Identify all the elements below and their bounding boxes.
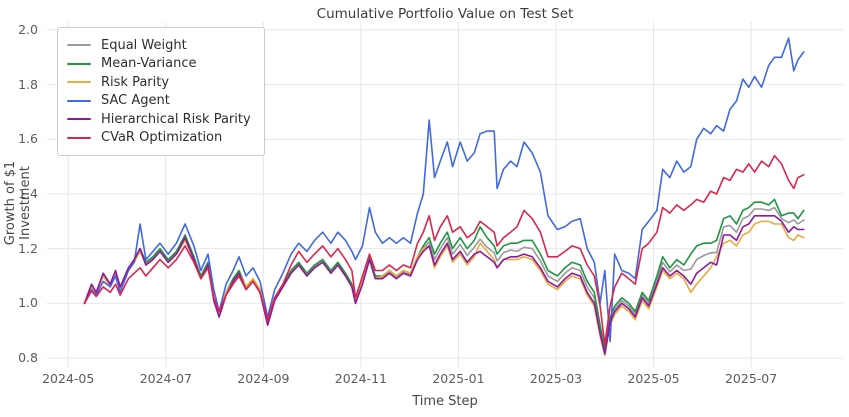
series-line-cvar-optimization: [83, 154, 805, 346]
legend-item-mean-variance: Mean-Variance: [67, 55, 251, 74]
x-tick-label: 2025-01: [432, 371, 485, 386]
x-tick-label: 2024-09: [237, 371, 290, 386]
legend-label: Hierarchical Risk Parity: [101, 111, 251, 127]
legend-line-swatch: [67, 44, 91, 47]
legend-item-hierarchical-risk-parity: Hierarchical Risk Parity: [67, 110, 251, 129]
series-line-equal-weight: [83, 206, 805, 352]
x-tick-label: 2024-05: [42, 371, 95, 386]
legend-item-sac-agent: SAC Agent: [67, 92, 251, 111]
y-tick-label: 1.0: [18, 295, 38, 311]
y-axis-label: Growth of $1 Investment: [3, 160, 33, 246]
y-tick-label: 1.4: [18, 185, 38, 201]
x-tick-label: 2024-07: [139, 371, 192, 386]
legend-label: Mean-Variance: [101, 56, 197, 72]
x-tick-label: 2025-03: [529, 371, 583, 386]
y-tick-label: 1.6: [18, 131, 38, 147]
y-tick-label: 1.8: [18, 76, 38, 92]
x-tick-label: 2025-07: [724, 371, 778, 386]
series-line-hierarchical-risk-parity: [83, 215, 805, 355]
y-tick-label: 1.2: [18, 240, 38, 256]
x-tick-label: 2025-05: [627, 371, 680, 386]
series-line-sac-agent: [83, 37, 805, 343]
legend-line-swatch: [67, 81, 91, 84]
legend-line-swatch: [67, 62, 91, 65]
chart-title: Cumulative Portfolio Value on Test Set: [316, 6, 574, 22]
legend-line-swatch: [67, 99, 91, 102]
y-tick-label: 0.8: [18, 349, 38, 365]
legend-label: Risk Parity: [101, 74, 170, 90]
x-axis-label: Time Step: [412, 394, 478, 409]
y-tick-label: 2.0: [18, 21, 38, 37]
series-line-mean-variance: [83, 198, 805, 351]
legend: Equal Weight Mean-Variance Risk Parity SAC …: [57, 27, 265, 156]
legend-item-cvar-optimization: CVaR Optimization: [67, 129, 251, 148]
legend-label: CVaR Optimization: [101, 130, 223, 146]
legend-label: SAC Agent: [101, 93, 170, 109]
legend-label: Equal Weight: [101, 37, 187, 53]
legend-item-risk-parity: Risk Parity: [67, 73, 251, 92]
legend-line-swatch: [67, 118, 91, 121]
legend-line-swatch: [67, 136, 91, 139]
x-tick-label: 2024-11: [334, 371, 387, 386]
legend-item-equal-weight: Equal Weight: [67, 36, 251, 55]
